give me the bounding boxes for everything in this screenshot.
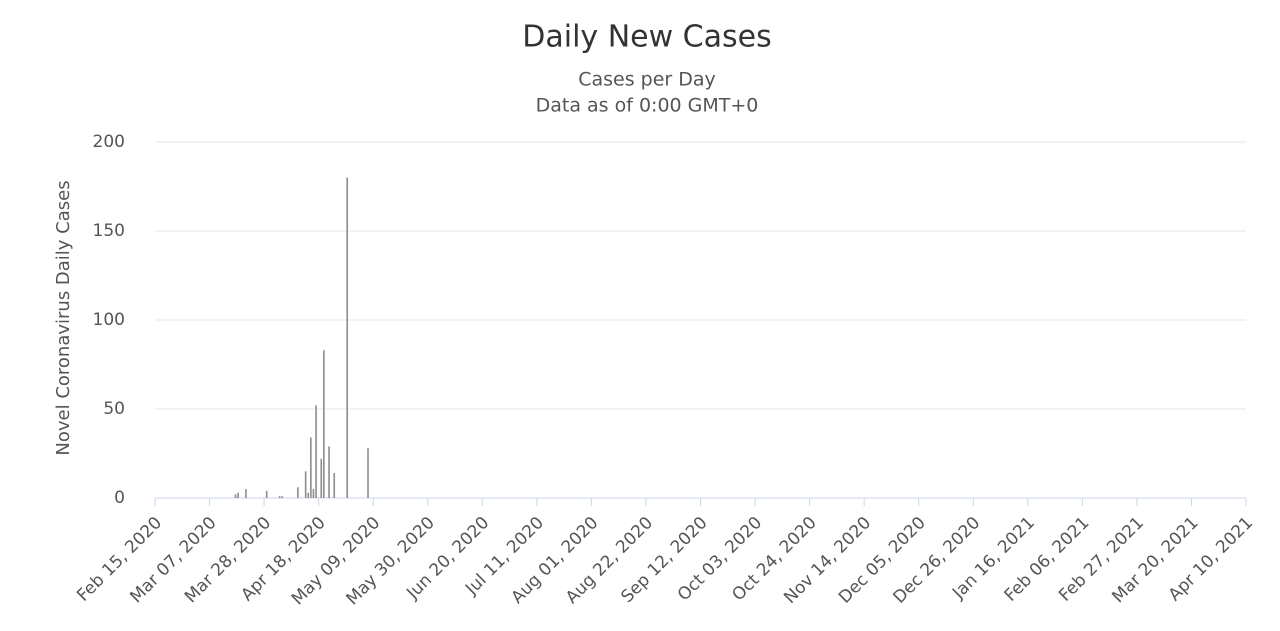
y-tick-label: 50 <box>103 399 125 419</box>
chart-subtitle: Data as of 0:00 GMT+0 <box>536 95 759 117</box>
y-tick-label: 100 <box>93 310 125 330</box>
bar <box>297 487 299 498</box>
bar <box>323 350 325 498</box>
y-axis-label: Novel Coronavirus Daily Cases <box>53 180 74 455</box>
bar <box>304 471 307 498</box>
chart-title: Daily New Cases <box>522 20 771 55</box>
bar <box>315 405 317 498</box>
bar <box>245 489 247 498</box>
bar <box>237 492 239 498</box>
bar <box>278 496 281 498</box>
bar <box>346 177 349 498</box>
bar <box>310 437 312 498</box>
bar <box>320 458 323 498</box>
bar <box>328 446 330 498</box>
bar <box>367 448 369 498</box>
y-tick-label: 0 <box>114 488 125 508</box>
bar <box>265 490 268 498</box>
bar <box>281 496 284 498</box>
bar <box>333 473 336 498</box>
bar <box>307 492 310 498</box>
chart-subtitle: Cases per Day <box>578 69 716 91</box>
bar <box>234 494 237 498</box>
bar <box>312 489 315 498</box>
y-tick-label: 200 <box>93 132 125 152</box>
y-tick-label: 150 <box>93 221 125 241</box>
